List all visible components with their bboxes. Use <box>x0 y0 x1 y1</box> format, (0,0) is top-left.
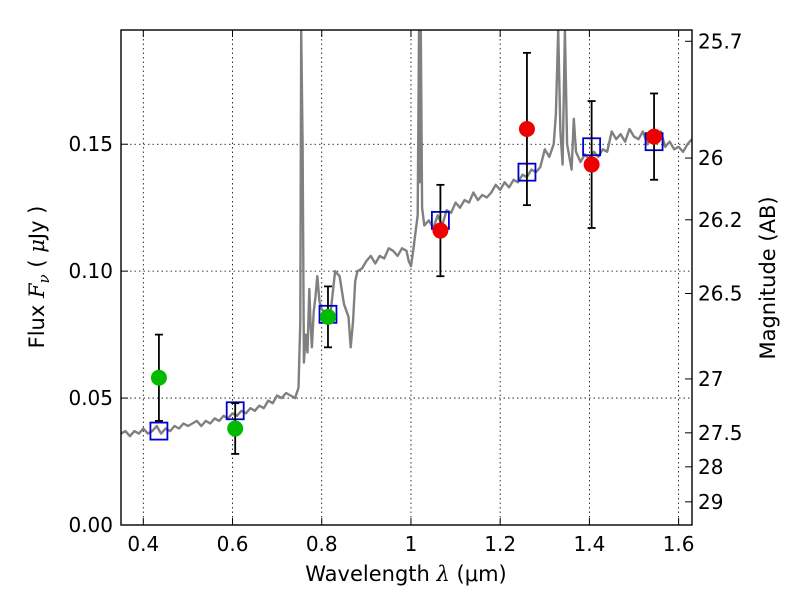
observed-point <box>518 121 535 137</box>
y-tick-label: 0.10 <box>68 259 113 283</box>
x-tick-label: 1.6 <box>663 532 695 556</box>
x-tick-label: 0.6 <box>217 532 249 556</box>
y2-tick-label: 26.5 <box>698 281 743 305</box>
observed-point <box>583 156 600 173</box>
plot-frame <box>120 29 693 526</box>
y-axis-label: Flux Fν ( μJy ) <box>25 206 53 349</box>
y-tick-label: 0.05 <box>68 386 113 410</box>
y2-tick-label: 27.5 <box>698 421 743 445</box>
y2-tick-label: 27 <box>698 367 723 391</box>
series-observed-fluxes-near-ir- <box>432 51 663 278</box>
y2-tick-label: 26.2 <box>698 208 743 232</box>
x-tick-label: 1 <box>405 532 418 556</box>
y-tick-label: 0.15 <box>68 132 113 156</box>
y-tick-label: 0.00 <box>68 513 113 537</box>
model-point <box>149 421 169 441</box>
x-tick-label: 0.8 <box>306 532 338 556</box>
y2-tick-label: 25.7 <box>698 29 743 53</box>
series-model-spectrum <box>121 30 692 438</box>
x-tick-label: 1.2 <box>484 532 516 556</box>
observed-point <box>150 369 167 386</box>
observed-point <box>319 308 336 325</box>
x-tick-label: 1.4 <box>573 532 605 556</box>
observed-point <box>432 222 449 239</box>
series-observed-fluxes-optical- <box>150 285 336 455</box>
spectrum-line <box>121 30 692 438</box>
grid-lines <box>121 30 692 526</box>
y2-axis-label: Magnitude (AB) <box>756 196 780 359</box>
observed-point <box>227 420 244 437</box>
y2-tick-label: 26 <box>698 146 723 170</box>
x-axis-label: Wavelength λ (μm) <box>305 562 506 586</box>
y2-tick-label: 29 <box>698 490 723 514</box>
y2-tick-label: 28 <box>698 455 723 479</box>
axis-ticks: 0.4 0.6 0.8 1 1.2 1.4 1.6 0.00 0.05 0.10 0.15 25.7 2… <box>68 29 742 556</box>
x-tick-label: 0.4 <box>127 532 159 556</box>
observed-point <box>646 128 663 145</box>
plot-area <box>121 30 692 455</box>
